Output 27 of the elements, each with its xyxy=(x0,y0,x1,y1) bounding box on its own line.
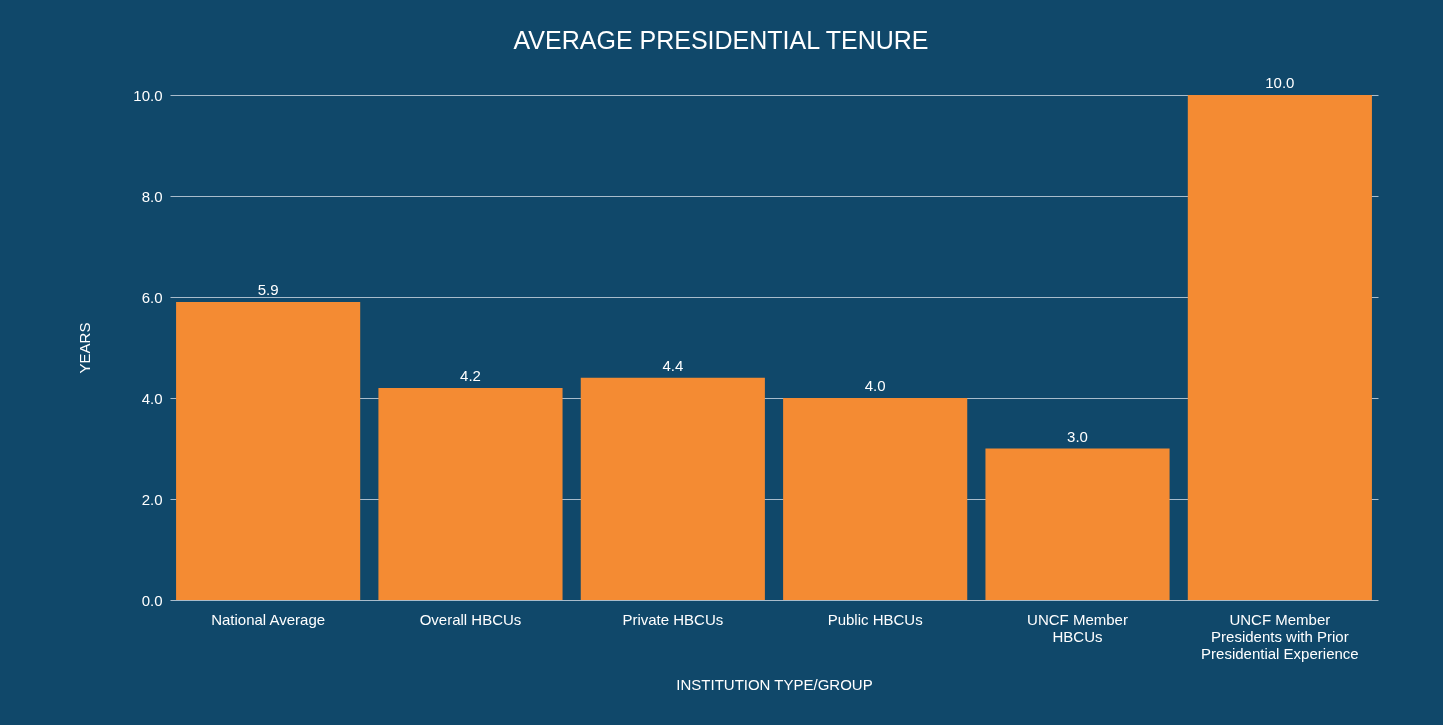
x-tick-label: UNCF Member HBCUs xyxy=(1027,610,1128,645)
bar xyxy=(176,302,361,600)
x-tick-label: Private HBCUs xyxy=(622,610,724,628)
x-tick-label: Public HBCUs xyxy=(827,610,923,628)
chart-title: AVERAGE PRESIDENTIAL TENURE xyxy=(513,26,929,54)
data-label: 4.0 xyxy=(864,377,886,394)
bar xyxy=(580,377,765,600)
data-label: 4.2 xyxy=(460,366,481,384)
x-tick-label: Overall HBCUs xyxy=(419,610,522,628)
bar xyxy=(378,387,563,600)
bar xyxy=(1187,95,1372,600)
data-label: 4.4 xyxy=(662,356,684,374)
x-tick-label: National Average xyxy=(211,610,326,628)
x-tick-label: UNCF Member Presidents with Prior Presidential Experience xyxy=(1201,610,1359,662)
bar xyxy=(985,448,1170,600)
y-tick-label: 6.0 xyxy=(141,288,163,306)
y-axis-title: YEARS xyxy=(76,322,94,374)
y-tick-label: 4.0 xyxy=(141,389,163,407)
y-tick-label: 2.0 xyxy=(141,490,163,508)
x-axis-title: INSTITUTION TYPE/GROUP xyxy=(676,675,873,693)
y-tick-label: 8.0 xyxy=(141,187,163,205)
y-tick-label: 0.0 xyxy=(141,591,163,609)
y-tick-label: 10.0 xyxy=(133,86,163,104)
bar xyxy=(783,398,968,600)
data-label: 10.0 xyxy=(1265,74,1295,91)
data-label: 5.9 xyxy=(257,281,279,299)
data-label: 3.0 xyxy=(1067,427,1088,445)
